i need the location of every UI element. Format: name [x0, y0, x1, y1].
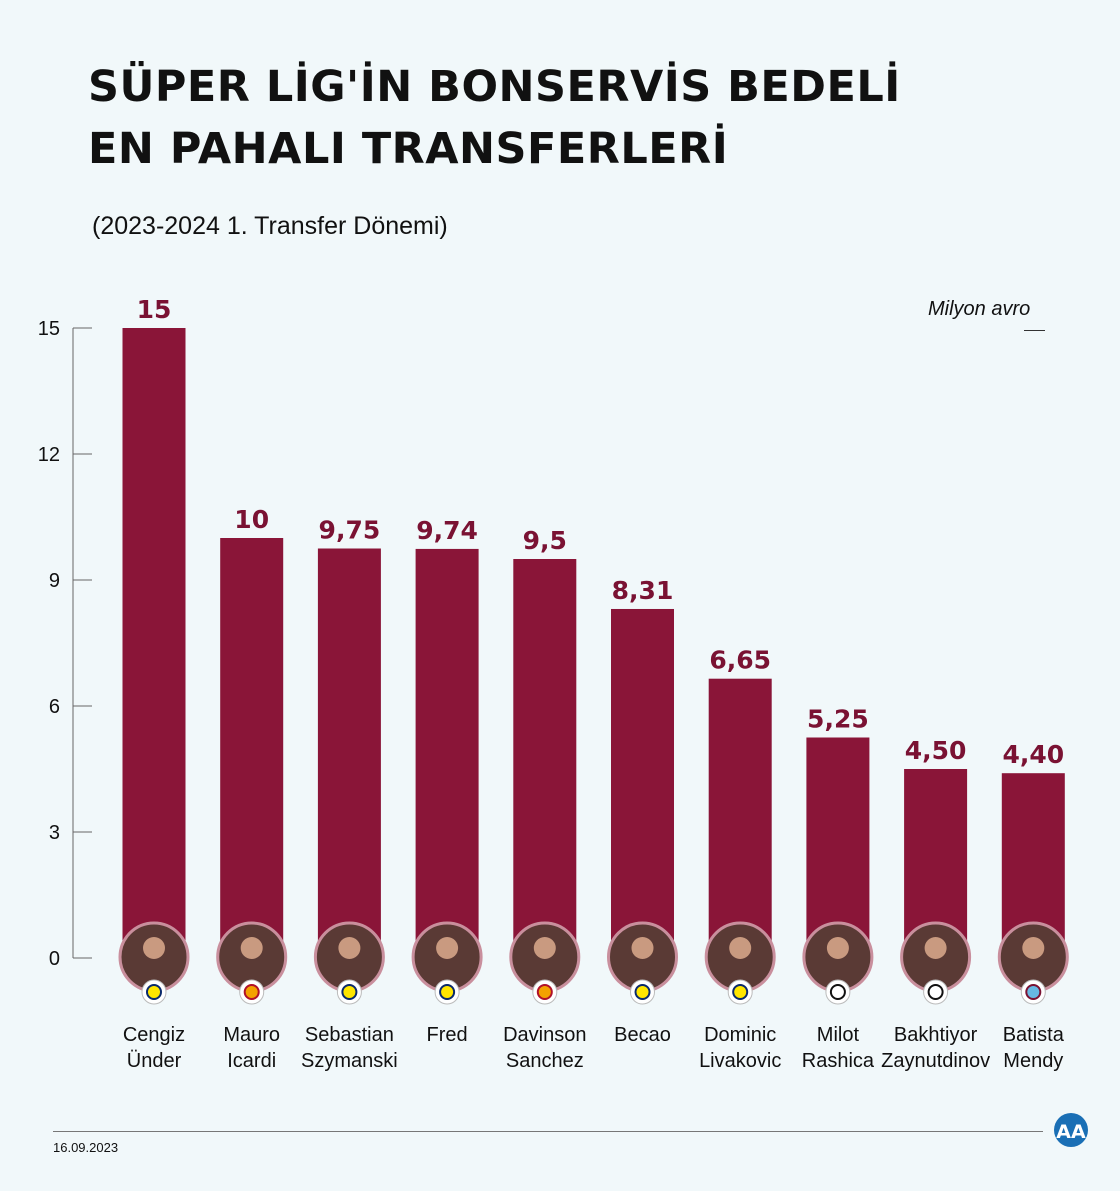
value-label: 8,31 [612, 576, 674, 605]
value-label: 10 [234, 505, 269, 534]
value-label: 9,5 [523, 526, 567, 555]
bar [513, 559, 577, 950]
club-badge-inner [634, 984, 651, 1000]
value-label: 9,75 [319, 516, 381, 545]
y-tick-label: 12 [38, 444, 60, 466]
category-label: Szymanski [301, 1050, 398, 1072]
category-label: Icardi [227, 1050, 276, 1072]
player-face [1022, 937, 1045, 959]
player-face [436, 937, 459, 959]
bar [806, 737, 870, 950]
page-title: SÜPER LİG'İN BONSERVİS BEDELİ EN PAHALI … [88, 56, 901, 180]
category-label: Mendy [1003, 1050, 1063, 1072]
category-label: Sebastian [305, 1024, 394, 1046]
club-badge-inner [146, 984, 162, 1000]
player-face [924, 937, 947, 959]
bar [317, 548, 381, 950]
svg-text:AA: AA [1056, 1121, 1086, 1143]
bar [220, 538, 284, 950]
club-badge-inner [341, 984, 358, 1000]
club-badge-inner [829, 984, 846, 1000]
value-label: 4,50 [905, 736, 967, 765]
title-line-1: SÜPER LİG'İN BONSERVİS BEDELİ [88, 62, 901, 112]
player-face [729, 937, 752, 959]
unit-underline [1024, 330, 1045, 331]
category-label: Mauro [223, 1024, 280, 1046]
category-label: Bakhtiyor [894, 1024, 978, 1046]
footer-divider [53, 1131, 1043, 1132]
value-label: 15 [137, 295, 172, 324]
category-label: Cengiz [123, 1024, 185, 1046]
value-label: 4,40 [1002, 740, 1064, 769]
category-label: Sanchez [506, 1050, 584, 1072]
subtitle: (2023-2024 1. Transfer Dönemi) [92, 212, 448, 240]
category-label: Ünder [127, 1050, 182, 1072]
club-badge-inner [927, 984, 944, 1000]
bar [904, 769, 968, 950]
unit-label: Milyon avro [928, 298, 1031, 320]
bar [611, 608, 674, 950]
value-label: 5,25 [807, 705, 869, 734]
category-label: Davinson [503, 1024, 586, 1046]
category-label: Becao [614, 1024, 671, 1046]
club-badge-inner [243, 984, 260, 1000]
club-badge-inner [732, 984, 749, 1000]
y-tick-label: 6 [49, 696, 60, 718]
bar [1001, 773, 1065, 950]
category-label: Zaynutdinov [881, 1050, 990, 1072]
club-badge-inner [536, 984, 553, 1000]
category-label: Milot [817, 1024, 860, 1046]
category-label: Dominic [704, 1024, 776, 1046]
y-tick-label: 15 [38, 318, 60, 340]
club-badge-inner [439, 984, 456, 1000]
y-tick-label: 9 [49, 570, 60, 592]
player-face [240, 937, 263, 959]
category-label: Fred [427, 1024, 468, 1046]
category-label: Batista [1003, 1024, 1065, 1046]
category-label: Rashica [802, 1050, 875, 1072]
player-face [533, 937, 556, 959]
value-label: 6,65 [709, 646, 771, 675]
category-label: Livakovic [699, 1050, 781, 1072]
club-badge-inner [1025, 984, 1042, 1000]
y-tick-label: 0 [49, 948, 60, 970]
bar [415, 548, 479, 950]
player-face [631, 937, 654, 959]
bar [122, 328, 186, 950]
player-face [826, 937, 849, 959]
value-label: 9,74 [416, 516, 478, 545]
aa-logo-icon: AA [1054, 1113, 1088, 1147]
bar [708, 678, 772, 950]
y-tick-label: 3 [49, 822, 60, 844]
title-line-2: EN PAHALI TRANSFERLERİ [88, 124, 729, 174]
player-face [338, 937, 361, 959]
player-face [143, 937, 165, 959]
date: 16.09.2023 [53, 1140, 119, 1155]
